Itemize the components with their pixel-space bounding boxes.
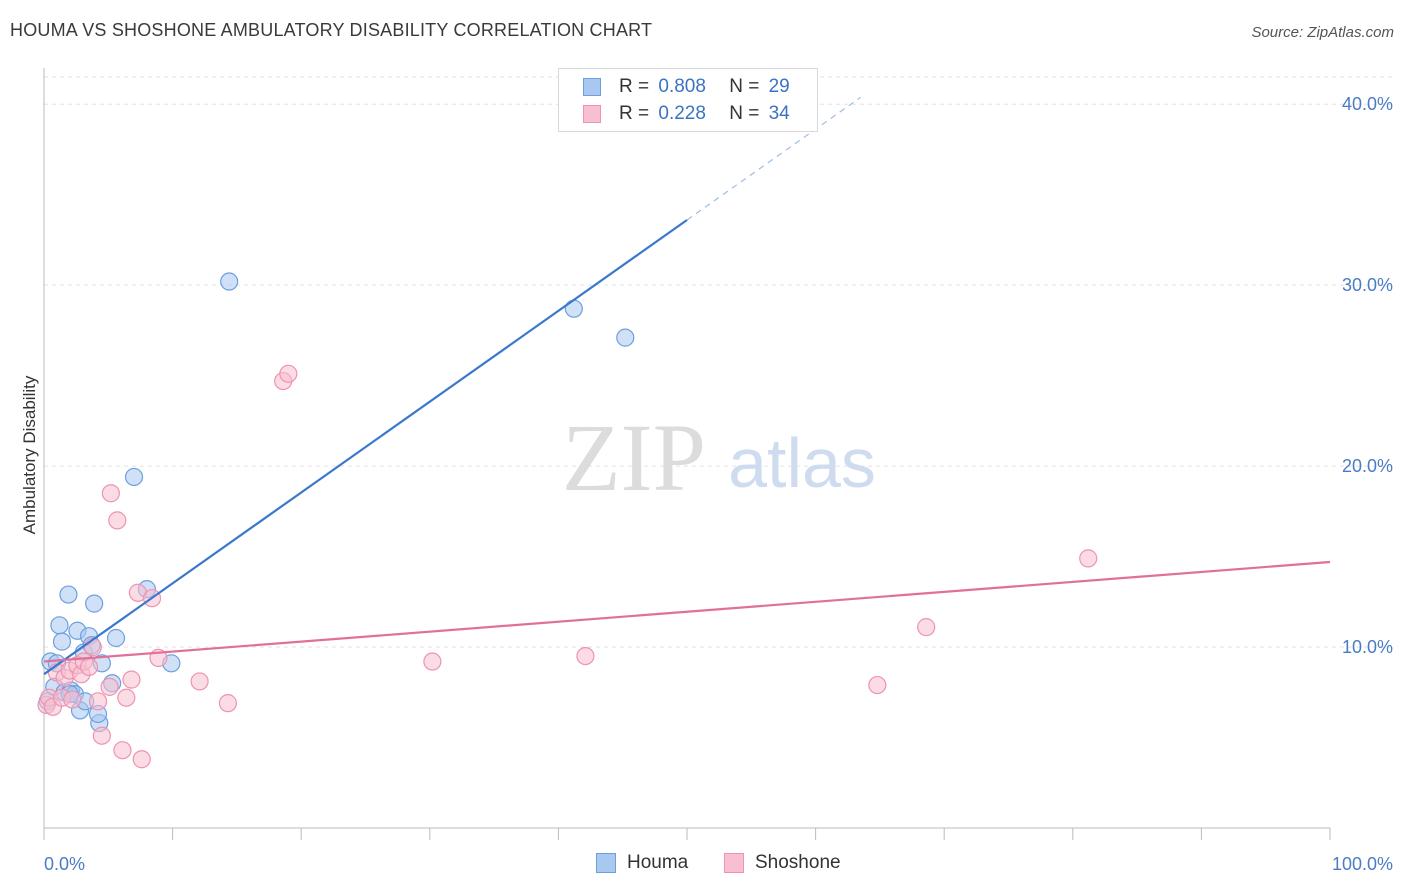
trend-layer (43, 96, 1331, 676)
shoshone-point (113, 741, 132, 760)
shoshone-point (63, 690, 82, 709)
houma-point (616, 328, 635, 347)
points-layer (37, 272, 1098, 769)
shoshone-point (218, 694, 237, 713)
shoshone-trendline (43, 560, 1331, 663)
houma-point (124, 467, 144, 487)
shoshone-point (1079, 549, 1098, 568)
houma-trendline (43, 219, 688, 676)
axes-layer (43, 68, 1331, 840)
watermark-atlas: atlas (728, 424, 876, 502)
shoshone-point (917, 618, 936, 637)
houma-r-label: R = (619, 76, 650, 97)
shoshone-point (122, 670, 141, 689)
x-tick-label-max: 100.0% (1332, 854, 1393, 874)
shoshone-point (576, 646, 595, 666)
houma-point (564, 299, 583, 318)
houma-point (59, 585, 78, 604)
shoshone-point (83, 637, 102, 657)
houma-legend-label: Houma (627, 852, 689, 873)
houma-n-value: 29 (768, 76, 790, 97)
shoshone-point (101, 484, 120, 503)
shoshone-point (100, 677, 119, 696)
houma-r-value: 0.808 (658, 76, 706, 97)
houma-point (220, 272, 239, 291)
shoshone-r-label: R = (619, 103, 650, 124)
shoshone-point (190, 672, 209, 691)
shoshone-r-value: 0.228 (658, 103, 706, 124)
shoshone-point (868, 675, 887, 695)
houma-point (85, 594, 104, 613)
shoshone-legend-label: Shoshone (755, 852, 841, 873)
shoshone-point (79, 657, 99, 677)
correlation-legend: R = 0.808 N = 29 R = 0.228 N = 34 (558, 68, 818, 132)
houma-point (50, 616, 69, 635)
shoshone-n-label: N = (729, 103, 760, 124)
watermark: ZIP atlas (562, 404, 876, 511)
houma-point (106, 628, 126, 648)
shoshone-point (92, 726, 111, 745)
y-tick-label: 20.0% (1342, 456, 1393, 476)
y-tick-label: 30.0% (1342, 275, 1393, 295)
x-tick-label-min: 0.0% (44, 854, 85, 874)
y-axis-label: Ambulatory Disability (20, 375, 39, 535)
grid-layer (44, 76, 1396, 648)
shoshone-point (132, 750, 151, 769)
shoshone-legend-swatch (724, 853, 744, 873)
shoshone-swatch (583, 105, 601, 123)
watermark-zip: ZIP (562, 404, 706, 511)
y-tick-label: 40.0% (1342, 94, 1393, 114)
houma-point (52, 632, 72, 651)
houma-trendline-extension (686, 96, 861, 221)
houma-swatch (583, 78, 601, 96)
shoshone-n-value: 34 (768, 103, 790, 124)
ticklabel-layer: 10.0% 20.0% 30.0% 40.0% 0.0% 100.0% (44, 94, 1393, 874)
houma-n-label: N = (729, 76, 760, 97)
shoshone-point (279, 364, 298, 383)
y-tick-label: 10.0% (1342, 637, 1393, 657)
chart-source: Source: ZipAtlas.com (1251, 24, 1394, 41)
shoshone-point (108, 511, 127, 530)
shoshone-point (117, 688, 136, 707)
houma-legend-swatch (596, 853, 616, 873)
shoshone-point (423, 652, 442, 671)
shoshone-point (88, 692, 108, 711)
chart-title: HOUMA VS SHOSHONE AMBULATORY DISABILITY … (10, 20, 653, 40)
